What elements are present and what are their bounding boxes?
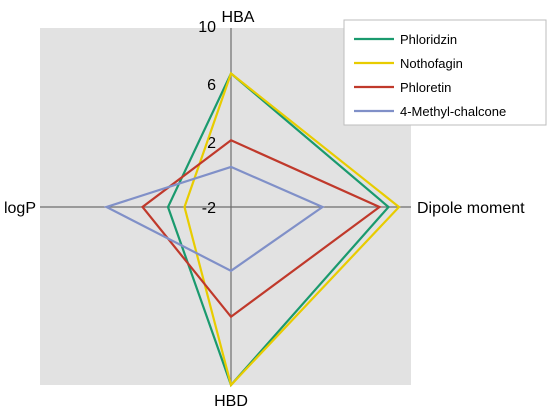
- legend-box: [343, 19, 547, 126]
- axis-label-hbd: HBD: [214, 393, 248, 410]
- legend-label-nothofagin: Nothofagin: [400, 56, 463, 71]
- axis-label-logp: logP: [4, 200, 36, 217]
- tick-label-2: 2: [207, 135, 216, 152]
- legend-label-phloridzin: Phloridzin: [400, 32, 457, 47]
- legend-label-phloretin: Phloretin: [400, 80, 451, 95]
- axis-label-dipole-moment: Dipole moment: [417, 200, 525, 217]
- series-4-methyl-chalcone: [103, 165, 325, 273]
- legend: Phloridzin Nothofagin Phloretin 4-Methyl-ch…: [343, 19, 547, 126]
- tick-label-6: 6: [207, 77, 216, 94]
- axis-label-hba: HBA: [222, 9, 255, 26]
- series-polygons: [103, 71, 401, 388]
- tick-label-neg2: -2: [202, 200, 216, 217]
- legend-label-4-methyl-chalcone: 4-Methyl-chalcone: [400, 104, 506, 119]
- legend-items: Phloridzin Nothofagin Phloretin 4-Methyl-ch…: [354, 32, 506, 119]
- tick-labels: -2 2 6 10: [198, 19, 216, 217]
- tick-label-10: 10: [198, 19, 216, 36]
